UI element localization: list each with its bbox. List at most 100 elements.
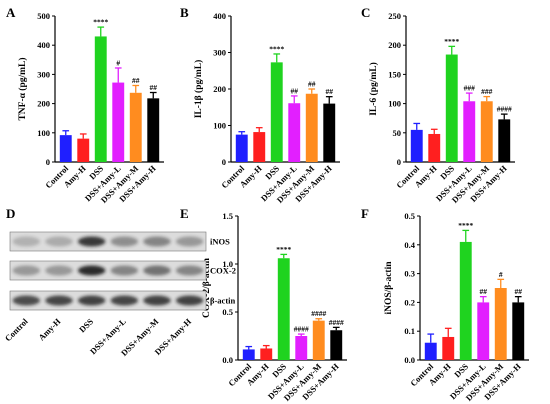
panel-letter: D — [6, 206, 15, 221]
significance-label: ## — [480, 287, 488, 296]
bar — [77, 138, 90, 162]
y-tick-label: 0 — [397, 157, 401, 167]
significance-label: **** — [444, 37, 459, 46]
blot-band — [77, 295, 106, 306]
significance-label: #### — [329, 318, 344, 327]
y-tick-label: 1.0 — [222, 259, 233, 269]
y-tick-label: 0.0 — [222, 355, 233, 365]
blot-band — [12, 236, 41, 247]
blot-band — [45, 295, 73, 306]
y-axis-label: TNF-α (pg/mL) — [17, 57, 28, 120]
bar — [512, 302, 525, 360]
y-tick-label: 0.5 — [222, 307, 233, 317]
y-tick-label: 300 — [37, 69, 50, 79]
y-axis-label: IL-6 (pg/mL) — [368, 62, 379, 116]
significance-label: # — [499, 270, 503, 279]
significance-label: **** — [93, 18, 108, 27]
blot-band — [77, 236, 106, 247]
panel-letter: C — [361, 5, 370, 20]
significance-label: #### — [497, 105, 512, 114]
panel-letter: E — [180, 206, 189, 221]
bar — [129, 92, 142, 162]
blot-band — [77, 265, 106, 276]
significance-label: ## — [515, 287, 523, 296]
blot-band — [143, 236, 171, 247]
y-tick-label: 150 — [388, 69, 401, 79]
y-tick-label: 400 — [213, 11, 226, 21]
bar — [260, 348, 273, 360]
y-tick-label: 200 — [37, 99, 50, 109]
bar — [277, 258, 290, 360]
y-axis-label: iNOS/β-actin — [384, 261, 394, 315]
panel-letter: B — [180, 5, 189, 20]
significance-label: **** — [458, 221, 473, 230]
y-tick-label: 100 — [213, 121, 226, 131]
significance-label: **** — [269, 44, 284, 53]
blot-band — [110, 265, 139, 276]
bar — [494, 288, 507, 360]
y-tick-label: 250 — [388, 11, 401, 21]
blot-band — [45, 236, 73, 247]
bar — [498, 119, 511, 162]
bar — [323, 103, 336, 162]
bar — [477, 302, 490, 360]
bar — [312, 320, 325, 360]
significance-label: ## — [132, 76, 140, 85]
bar — [424, 342, 437, 360]
significance-label: ### — [481, 87, 493, 96]
bar — [235, 134, 248, 162]
lane-label: Amy-H — [36, 316, 62, 342]
blot-band — [143, 295, 171, 306]
significance-label: **** — [276, 245, 291, 254]
significance-label: ### — [464, 84, 476, 93]
significance-label: ## — [326, 87, 334, 96]
y-tick-label: 300 — [213, 48, 226, 58]
y-tick-label: 1.5 — [222, 211, 233, 221]
bar — [253, 132, 266, 162]
bar — [463, 101, 476, 162]
bar — [295, 336, 308, 360]
y-axis-label: IL-1β (pg/mL) — [193, 60, 204, 119]
chart-panel-F: F0.00.10.20.30.40.5iNOS/β-actinControlAm… — [361, 206, 529, 403]
blot-band — [110, 295, 139, 306]
band-label: β-actin — [210, 296, 236, 306]
blot-band — [12, 295, 41, 306]
bar — [270, 62, 283, 163]
bar — [445, 54, 458, 162]
bar — [442, 336, 455, 360]
y-tick-label: 100 — [37, 128, 50, 138]
bar — [330, 330, 343, 360]
significance-label: #### — [311, 309, 326, 318]
y-tick-label: 200 — [388, 40, 401, 50]
panel-letter: A — [6, 5, 16, 20]
bar — [428, 133, 441, 162]
y-tick-label: 400 — [37, 40, 50, 50]
bar — [410, 129, 423, 162]
blot-band — [143, 265, 171, 276]
bar — [147, 98, 160, 162]
blot-band — [110, 236, 139, 247]
significance-label: ## — [308, 80, 316, 89]
y-tick-label: 0.2 — [404, 297, 415, 307]
bar — [459, 241, 472, 360]
y-axis-label: COX-2/β-actin — [202, 257, 212, 318]
y-tick-label: 0.4 — [404, 240, 415, 250]
y-tick-label: 500 — [37, 11, 50, 21]
blot-band — [45, 265, 73, 276]
band-label: COX-2 — [210, 266, 236, 276]
bar — [94, 36, 107, 162]
bar — [59, 135, 72, 162]
y-tick-label: 50 — [393, 128, 402, 138]
significance-label: ## — [150, 83, 158, 92]
blot-band — [175, 236, 204, 247]
y-tick-label: 0.1 — [404, 326, 415, 336]
significance-label: # — [116, 58, 120, 67]
y-tick-label: 0.0 — [404, 355, 415, 365]
blot-band — [12, 265, 41, 276]
band-label: iNOS — [210, 237, 230, 247]
lane-label: DSS — [77, 316, 95, 334]
